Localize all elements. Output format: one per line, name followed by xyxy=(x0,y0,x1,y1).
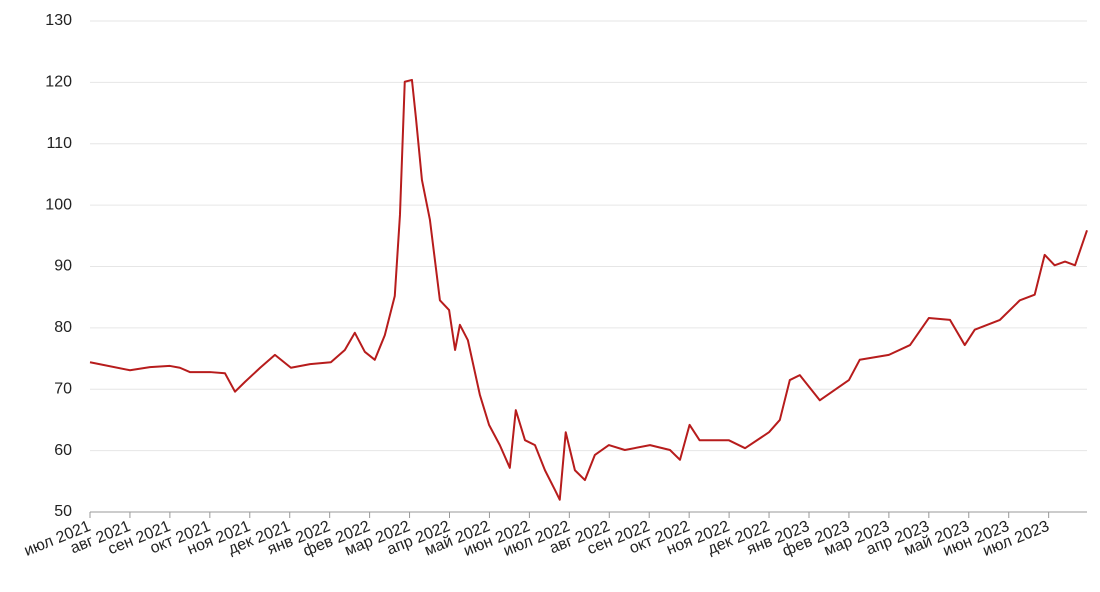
y-tick-label: 130 xyxy=(45,12,72,29)
y-tick-label: 70 xyxy=(54,380,72,397)
y-tick-label: 50 xyxy=(54,503,72,520)
y-tick-label: 80 xyxy=(54,319,72,336)
y-tick-label: 100 xyxy=(45,196,72,213)
y-tick-label: 120 xyxy=(45,74,72,91)
line xyxy=(89,78,1088,501)
y-tick-label: 90 xyxy=(54,258,72,275)
y-tick-label: 110 xyxy=(46,135,72,152)
y-tick-label: 60 xyxy=(54,442,72,459)
